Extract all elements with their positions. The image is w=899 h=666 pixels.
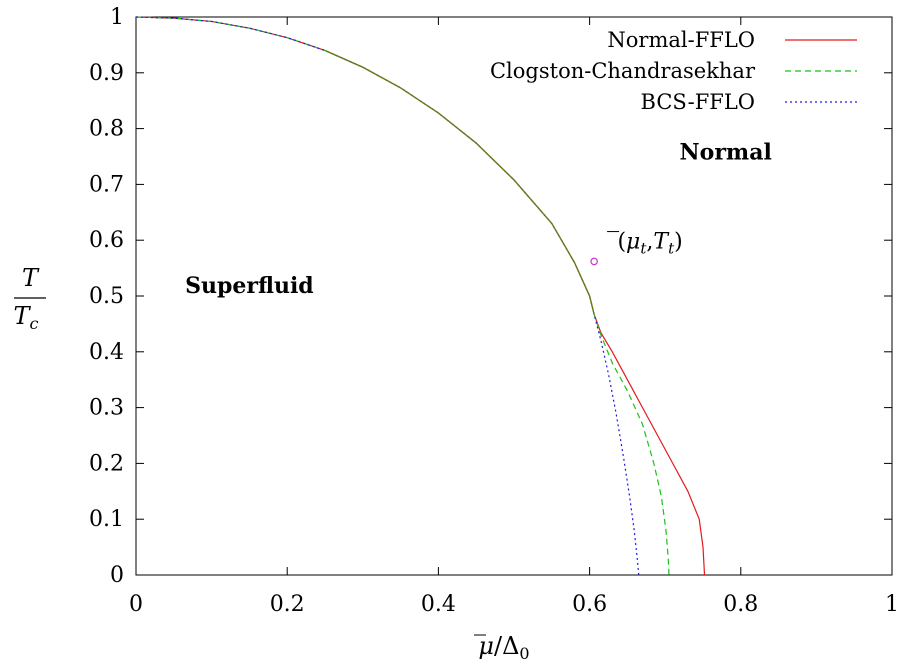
x-tick-label: 0.8 bbox=[723, 592, 758, 617]
y-tick-label: 0.1 bbox=[89, 507, 124, 532]
mu-symbol: μ bbox=[626, 230, 640, 255]
t-symbol: T bbox=[653, 230, 670, 255]
paren-open: ( bbox=[617, 230, 626, 255]
region-label: Superfluid bbox=[185, 273, 314, 299]
x-tick-label: 0.2 bbox=[270, 592, 305, 617]
axis-ticks: 0 0.2 0.4 0.6 0.8 1 0 0.1 0.2 0.3 0.4 0.5 0.6 0.7 0.8 0… bbox=[89, 5, 899, 617]
x-axis-label-sep: / bbox=[494, 632, 503, 660]
y-tick-label: 0.4 bbox=[89, 340, 124, 365]
y-tick-label: 0.3 bbox=[89, 396, 124, 421]
x-axis-label-rest: Δ bbox=[502, 632, 519, 660]
paren-close: ) bbox=[674, 230, 683, 255]
legend: Normal-FFLO Clogston-Chandrasekhar BCS-FFL… bbox=[490, 28, 857, 114]
region-label: Normal bbox=[680, 139, 772, 165]
legend-label: Normal-FFLO bbox=[607, 28, 755, 52]
x-axis-label-sub: 0 bbox=[519, 644, 529, 663]
tricritical-point-marker bbox=[590, 257, 598, 266]
x-axis-label-base: μ bbox=[478, 632, 494, 660]
x-tick-label: 0 bbox=[129, 592, 143, 617]
t-subscript: t bbox=[668, 240, 675, 258]
point-label: (μt,Tt) bbox=[617, 230, 682, 258]
y-tick-label: 0.5 bbox=[89, 284, 124, 309]
legend-label: Clogston-Chandrasekhar bbox=[490, 59, 756, 83]
y-tick-label: 0.8 bbox=[89, 117, 124, 142]
legend-label: BCS-FFLO bbox=[641, 90, 755, 114]
x-tick-label: 0.4 bbox=[421, 592, 456, 617]
y-axis-label-denominator: Tc bbox=[14, 302, 39, 333]
y-axis-label-numerator: T bbox=[22, 264, 40, 292]
mu-subscript: t bbox=[640, 240, 647, 258]
y-axis-label-denominator-base: T bbox=[14, 302, 32, 330]
y-axis-label-denominator-sub: c bbox=[30, 314, 39, 333]
y-tick-label: 0.6 bbox=[89, 228, 124, 253]
y-tick-label: 0.7 bbox=[89, 172, 124, 197]
y-tick-label: 0.2 bbox=[89, 451, 124, 476]
x-tick-label: 1 bbox=[885, 592, 899, 617]
y-tick-label: 0 bbox=[110, 563, 124, 588]
y-tick-label: 0.9 bbox=[89, 61, 124, 86]
y-tick-label: 1 bbox=[110, 5, 124, 30]
x-axis-label: μ/Δ0 bbox=[478, 632, 529, 663]
comma: , bbox=[646, 230, 653, 255]
x-tick-label: 0.6 bbox=[572, 592, 607, 617]
phase-curves bbox=[135, 16, 706, 576]
overlap-branch-line bbox=[324, 49, 595, 315]
